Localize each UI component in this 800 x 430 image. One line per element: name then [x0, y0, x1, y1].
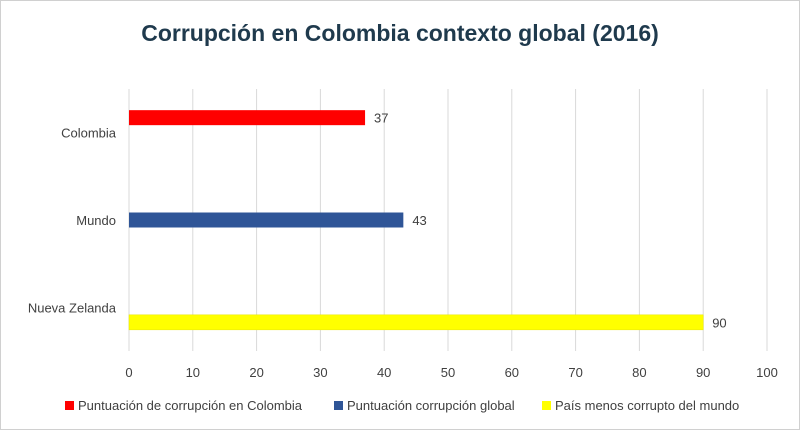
- x-tick-label-20: 20: [249, 365, 263, 380]
- legend: Puntuación de corrupción en Colombia Punt…: [65, 398, 739, 413]
- data-label-0: 37: [374, 111, 388, 126]
- x-tick-label-0: 0: [125, 365, 132, 380]
- bar-2: [128, 314, 704, 331]
- y-axis-categories: Colombia Mundo Nueva Zelanda: [28, 126, 117, 316]
- x-tick-label-50: 50: [441, 365, 455, 380]
- category-label-0: Colombia: [61, 126, 117, 141]
- x-tick-label-80: 80: [632, 365, 646, 380]
- legend-swatch-1: [334, 401, 343, 410]
- chart-title: Corrupción en Colombia contexto global (…: [141, 20, 659, 46]
- data-labels: 37 43 90: [374, 111, 727, 331]
- legend-swatch-2: [542, 401, 551, 410]
- category-label-1: Mundo: [76, 213, 116, 228]
- bars: [128, 110, 704, 331]
- legend-label-2: País menos corrupto del mundo: [555, 398, 739, 413]
- category-label-2: Nueva Zelanda: [28, 300, 117, 315]
- x-tick-label-90: 90: [696, 365, 710, 380]
- x-tick-label-70: 70: [568, 365, 582, 380]
- x-tick-label-30: 30: [313, 365, 327, 380]
- data-label-1: 43: [412, 213, 426, 228]
- data-label-2: 90: [712, 315, 726, 330]
- x-tick-label-40: 40: [377, 365, 391, 380]
- x-tick-label-100: 100: [756, 365, 778, 380]
- legend-swatch-0: [65, 401, 74, 410]
- x-axis-ticks: 0 10 20 30 40 50 60 70 80 90 100: [125, 365, 777, 380]
- legend-label-0: Puntuación de corrupción en Colombia: [78, 398, 303, 413]
- x-tick-label-60: 60: [505, 365, 519, 380]
- legend-label-1: Puntuación corrupción global: [347, 398, 515, 413]
- bar-0: [129, 110, 366, 126]
- x-tick-label-10: 10: [186, 365, 200, 380]
- bar-1: [129, 212, 404, 228]
